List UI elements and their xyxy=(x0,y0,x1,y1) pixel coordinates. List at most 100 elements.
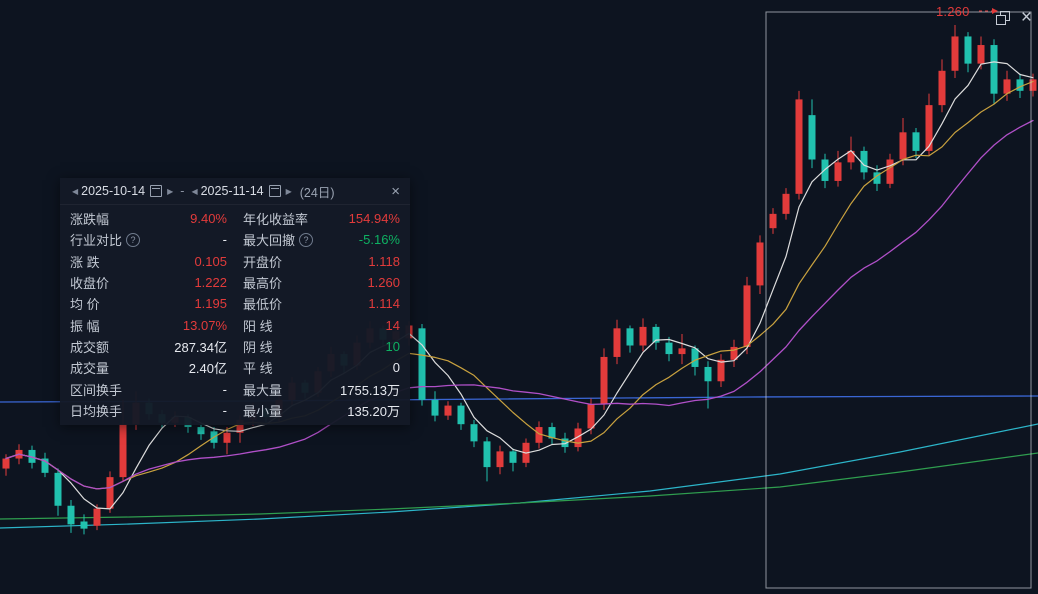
stat-label: 成交量 xyxy=(70,361,110,377)
range-days-label: (24日) xyxy=(299,185,335,200)
stats-row: 行业对比? - 最大回撤? -5.16% xyxy=(60,229,410,250)
candle-up xyxy=(1003,79,1011,94)
candle-up xyxy=(730,346,738,360)
candle-up xyxy=(587,404,595,429)
candle-down xyxy=(652,326,660,343)
stat-cell: 振 幅 13.07% xyxy=(70,316,227,335)
selection-box[interactable] xyxy=(765,11,1032,589)
stats-row: 区间换手 - 最大量 1755.13万 xyxy=(60,378,410,399)
stats-row: 成交额 287.34亿阴 线 10 xyxy=(60,336,410,357)
calendar-icon[interactable] xyxy=(150,185,163,197)
candle-down xyxy=(470,424,478,442)
candle-up xyxy=(847,150,855,163)
candle-up xyxy=(938,70,946,106)
candle-up xyxy=(795,99,803,194)
candle-up xyxy=(1029,79,1037,91)
candle-up xyxy=(717,359,725,382)
calendar-icon[interactable] xyxy=(268,185,281,197)
stat-label: 最大回撤? xyxy=(243,230,314,249)
candle-down xyxy=(28,449,36,463)
stat-label: 均 价 xyxy=(70,297,100,313)
restore-window-icon[interactable] xyxy=(995,11,1010,25)
candle-up xyxy=(951,36,959,71)
candle-up xyxy=(444,405,452,416)
stat-cell: 成交量 2.40亿 xyxy=(70,358,227,377)
candle-up xyxy=(639,326,647,346)
stats-rows: 涨跌幅 9.40% 年化收益率 154.94% 行业对比? - 最大回撤? -5.16% 涨 跌… xyxy=(60,205,410,425)
candle-up xyxy=(977,45,985,64)
stat-label: 平 线 xyxy=(243,361,273,377)
stat-cell: 最高价 1.260 xyxy=(243,273,400,292)
close-window-icon[interactable]: × xyxy=(1020,7,1032,28)
candle-up xyxy=(535,427,543,443)
candle-down xyxy=(548,427,556,439)
stat-value: 1.222 xyxy=(194,275,227,291)
help-icon[interactable]: ? xyxy=(126,232,141,247)
max-price-arrow xyxy=(992,8,998,14)
next-start-date-button[interactable]: ▶ xyxy=(167,186,174,196)
stat-label: 涨跌幅 xyxy=(70,212,110,228)
stat-value: 13.07% xyxy=(182,317,227,333)
stats-panel: ◀ 2025-10-14 ▶ - ◀ 2025-11-14 ▶ (24日) × … xyxy=(60,178,410,425)
candle-up xyxy=(496,451,504,468)
stat-value: 1755.13万 xyxy=(340,382,400,398)
stat-cell: 涨跌幅 9.40% xyxy=(70,209,227,228)
stat-value: 9.40% xyxy=(190,211,227,227)
candle-up xyxy=(782,193,790,214)
stat-value: 1.260 xyxy=(367,275,400,291)
stat-cell: 最大回撤? -5.16% xyxy=(243,230,400,249)
stat-value: 2.40亿 xyxy=(188,361,227,377)
stat-value: 14 xyxy=(385,317,400,333)
stat-cell: 开盘价 1.118 xyxy=(243,252,400,271)
stat-cell: 收盘价 1.222 xyxy=(70,273,227,292)
candle-down xyxy=(54,472,62,506)
candle-up xyxy=(574,428,582,448)
candle-up xyxy=(236,419,244,433)
prev-end-date-button[interactable]: ◀ xyxy=(191,186,198,196)
candle-down xyxy=(483,441,491,468)
stat-cell: 平 线 0 xyxy=(243,358,400,377)
candle-down xyxy=(704,366,712,382)
candle-up xyxy=(769,213,777,229)
stat-cell: 阳 线 14 xyxy=(243,316,400,335)
stats-row: 均 价 1.195 最低价 1.114 xyxy=(60,293,410,314)
stat-label: 日均换手 xyxy=(70,403,123,419)
end-date[interactable]: 2025-11-14 xyxy=(200,184,264,198)
next-end-date-button[interactable]: ▶ xyxy=(285,186,292,196)
stat-label: 最低价 xyxy=(243,297,283,313)
candle-up xyxy=(106,477,114,509)
stat-label: 阳 线 xyxy=(243,318,273,334)
max-price-label: 1.260 xyxy=(936,4,970,19)
candle-down xyxy=(873,172,881,184)
candle-up xyxy=(2,458,10,469)
stat-cell: 最低价 1.114 xyxy=(243,294,400,313)
candle-up xyxy=(743,285,751,347)
candle-down xyxy=(80,521,88,529)
candle-up xyxy=(899,132,907,160)
stat-label: 最大量 xyxy=(243,382,283,398)
candle-up xyxy=(93,508,101,526)
close-panel-button[interactable]: × xyxy=(391,182,400,200)
stat-label: 阴 线 xyxy=(243,339,273,355)
prev-start-date-button[interactable]: ◀ xyxy=(72,186,79,196)
stat-label: 年化收益率 xyxy=(243,212,309,228)
stats-panel-header: ◀ 2025-10-14 ▶ - ◀ 2025-11-14 ▶ (24日) × xyxy=(60,178,410,205)
candle-down xyxy=(1016,79,1024,91)
stat-label: 开盘价 xyxy=(243,254,283,270)
help-icon[interactable]: ? xyxy=(299,232,314,247)
long-ma-cyan xyxy=(0,423,1038,529)
stat-label: 成交额 xyxy=(70,339,110,355)
candle-down xyxy=(964,36,972,64)
stats-row: 涨跌幅 9.40% 年化收益率 154.94% xyxy=(60,208,410,229)
start-date[interactable]: 2025-10-14 xyxy=(81,184,146,198)
stat-label: 振 幅 xyxy=(70,318,100,334)
stat-value: -5.16% xyxy=(358,232,400,248)
stat-value: 1.195 xyxy=(194,296,227,312)
stats-row: 成交量 2.40亿平 线 0 xyxy=(60,357,410,378)
stat-value: 10 xyxy=(385,338,400,354)
candle-up xyxy=(886,159,894,184)
long-ma-green xyxy=(0,452,1038,520)
stat-value: 287.34亿 xyxy=(174,339,227,355)
stat-cell: 均 价 1.195 xyxy=(70,294,227,313)
